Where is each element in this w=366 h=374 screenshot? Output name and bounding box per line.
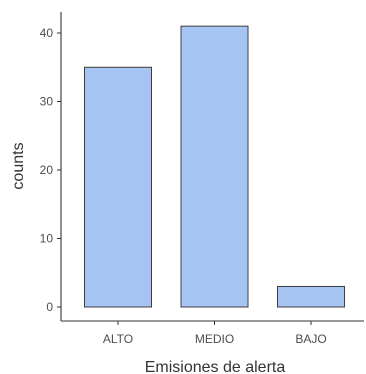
axes-group: 0 10 20 30 40 ALTO MEDIO BAJO xyxy=(40,12,364,346)
y-tick-label-40: 40 xyxy=(40,26,54,40)
y-tick-label-30: 30 xyxy=(40,95,54,109)
y-tick-label-20: 20 xyxy=(40,163,54,177)
x-tick-label-medio: MEDIO xyxy=(195,332,234,346)
x-tick-label-bajo: BAJO xyxy=(295,332,326,346)
bars-group xyxy=(84,25,345,308)
y-tick-label-10: 10 xyxy=(40,232,54,246)
bar-alto xyxy=(84,66,152,308)
y-axis-title: counts xyxy=(10,142,27,189)
x-axis-title: Emisiones de alerta xyxy=(145,359,286,374)
x-tick-label-alto: ALTO xyxy=(103,332,133,346)
y-tick-label-0: 0 xyxy=(46,300,53,314)
bar-bajo xyxy=(277,285,345,308)
bar-medio xyxy=(180,25,249,308)
